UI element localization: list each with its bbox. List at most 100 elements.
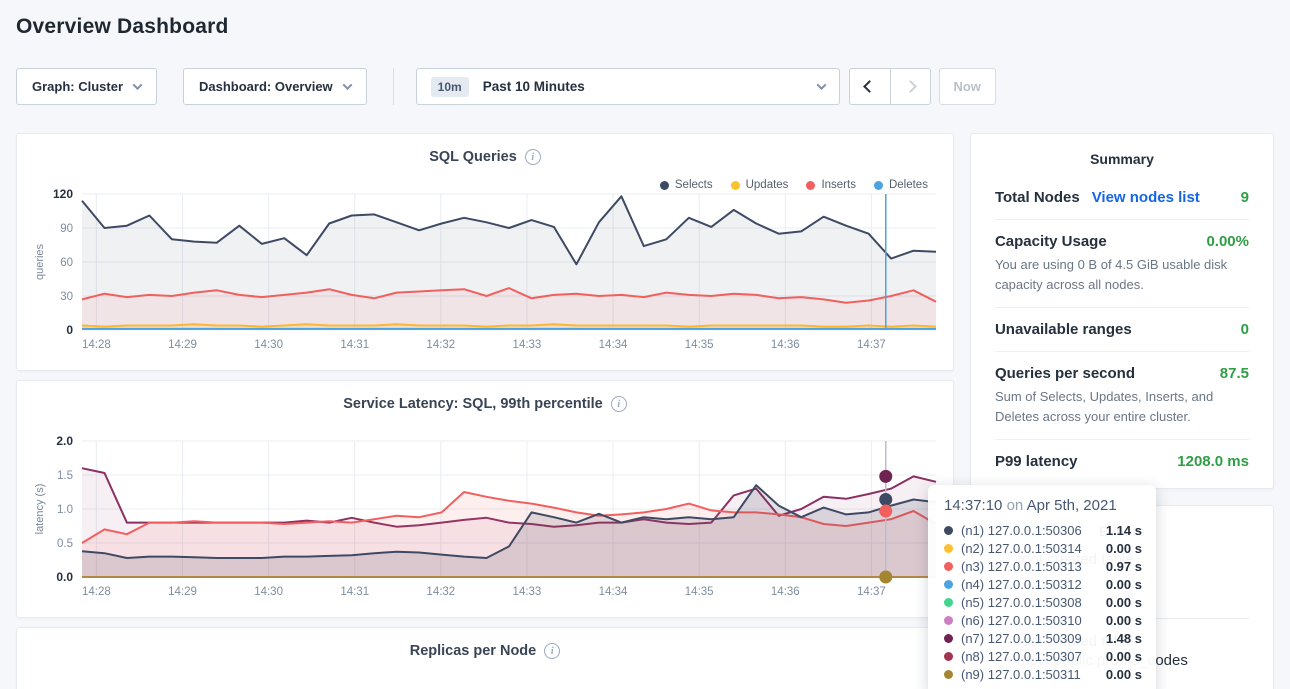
- view-nodes-list-link[interactable]: View nodes list: [1092, 189, 1200, 206]
- summary-title: Summary: [995, 134, 1249, 167]
- node-color-dot-icon: [944, 544, 953, 553]
- summary-qps: Queries per second 87.5 Sum of Selects, …: [995, 351, 1249, 439]
- tooltip-node-row: (n5) 127.0.0.1:503080.00 s: [944, 593, 1142, 611]
- p99-latency-label: P99 latency: [995, 453, 1078, 470]
- tooltip-node-row: (n7) 127.0.0.1:503091.48 s: [944, 629, 1142, 647]
- info-icon[interactable]: i: [525, 149, 541, 165]
- node-latency-value: 0.00 s: [1106, 667, 1142, 682]
- svg-text:14:28: 14:28: [82, 339, 111, 351]
- svg-text:2.0: 2.0: [56, 434, 73, 448]
- chevron-down-icon: [816, 80, 826, 90]
- svg-text:120: 120: [53, 187, 73, 201]
- node-address: (n4) 127.0.0.1:50312: [961, 577, 1082, 592]
- graph-dropdown-label: Graph: Cluster: [32, 79, 123, 94]
- svg-text:14:35: 14:35: [685, 586, 714, 598]
- svg-text:14:32: 14:32: [426, 339, 455, 351]
- summary-panel: Summary Total Nodes View nodes list 9 Ca…: [970, 133, 1274, 489]
- qps-value: 87.5: [1220, 365, 1249, 382]
- svg-text:14:31: 14:31: [340, 339, 369, 351]
- service-latency-title: Service Latency: SQL, 99th percentile: [343, 396, 603, 412]
- tooltip-node-row: (n9) 127.0.0.1:50311 0.00 s: [944, 665, 1142, 683]
- service-latency-title-row: Service Latency: SQL, 99th percentile i: [17, 381, 953, 412]
- now-button[interactable]: Now: [939, 68, 996, 105]
- chevron-down-icon: [342, 80, 352, 90]
- svg-text:14:32: 14:32: [426, 586, 455, 598]
- svg-text:30: 30: [60, 291, 73, 303]
- replicas-per-node-panel: Replicas per Node i: [16, 627, 954, 689]
- node-color-dot-icon: [944, 580, 953, 589]
- svg-text:60: 60: [60, 257, 73, 269]
- node-color-dot-icon: [944, 598, 953, 607]
- svg-text:14:29: 14:29: [168, 586, 197, 598]
- svg-text:latency (s): latency (s): [34, 484, 46, 535]
- node-latency-value: 0.97 s: [1106, 559, 1142, 574]
- service-latency-panel: Service Latency: SQL, 99th percentile i …: [16, 380, 954, 618]
- tooltip-node-row: (n3) 127.0.0.1:50313 0.97 s: [944, 557, 1142, 575]
- time-step-buttons: [849, 68, 931, 105]
- time-range-label: Past 10 Minutes: [483, 79, 585, 94]
- svg-text:1.5: 1.5: [57, 470, 73, 482]
- node-address: (n9) 127.0.0.1:50311: [961, 667, 1081, 682]
- node-address: (n6) 127.0.0.1:50310: [961, 613, 1082, 628]
- sql-queries-panel: SQL Queries i SelectsUpdatesInsertsDelet…: [16, 133, 954, 371]
- capacity-usage-value: 0.00%: [1206, 233, 1249, 250]
- svg-text:14:33: 14:33: [513, 586, 542, 598]
- unavailable-ranges-value: 0: [1241, 321, 1249, 338]
- qps-label: Queries per second: [995, 365, 1135, 382]
- sql-queries-chart[interactable]: 030609012014:2814:2914:3014:3114:3214:33…: [29, 184, 949, 358]
- node-latency-value: 1.14 s: [1106, 523, 1142, 538]
- svg-text:14:34: 14:34: [599, 586, 628, 598]
- time-range-picker[interactable]: 10m Past 10 Minutes: [416, 68, 840, 105]
- chevron-left-icon: [863, 80, 876, 93]
- replicas-title: Replicas per Node: [410, 643, 537, 659]
- chart-hover-tooltip: 14:37:10 on Apr 5th, 2021 (n1) 127.0.0.1…: [928, 485, 1156, 689]
- capacity-usage-label: Capacity Usage: [995, 233, 1107, 250]
- svg-text:14:37: 14:37: [857, 586, 886, 598]
- page-title: Overview Dashboard: [16, 15, 1274, 39]
- node-color-dot-icon: [944, 670, 953, 679]
- node-address: (n1) 127.0.0.1:50306: [961, 523, 1082, 538]
- total-nodes-value: 9: [1241, 189, 1249, 206]
- node-latency-value: 0.00 s: [1106, 595, 1142, 610]
- svg-text:14:28: 14:28: [82, 586, 111, 598]
- service-latency-chart[interactable]: 0.00.51.01.52.014:2814:2914:3014:3114:32…: [29, 431, 949, 605]
- svg-text:0.0: 0.0: [56, 570, 73, 584]
- node-color-dot-icon: [944, 616, 953, 625]
- info-icon[interactable]: i: [611, 396, 627, 412]
- controls-bar: Graph: Cluster Dashboard: Overview 10m P…: [16, 68, 1274, 105]
- svg-text:14:36: 14:36: [771, 339, 800, 351]
- svg-text:14:31: 14:31: [340, 586, 369, 598]
- tooltip-rows: (n1) 127.0.0.1:503061.14 s(n2) 127.0.0.1…: [944, 521, 1142, 683]
- p99-latency-value: 1208.0 ms: [1177, 453, 1249, 470]
- node-address: (n8) 127.0.0.1:50307: [961, 649, 1082, 664]
- node-color-dot-icon: [944, 526, 953, 535]
- summary-total-nodes: Total Nodes View nodes list 9: [995, 176, 1249, 219]
- qps-subtext: Sum of Selects, Updates, Inserts, and De…: [995, 387, 1245, 426]
- node-color-dot-icon: [944, 562, 953, 571]
- charts-column: SQL Queries i SelectsUpdatesInsertsDelet…: [16, 133, 954, 689]
- tooltip-timestamp: 14:37:10 on Apr 5th, 2021: [944, 497, 1142, 514]
- summary-p99-latency: P99 latency 1208.0 ms: [995, 439, 1249, 483]
- node-address: (n3) 127.0.0.1:50313: [961, 559, 1082, 574]
- node-color-dot-icon: [944, 652, 953, 661]
- time-next-button[interactable]: [890, 69, 930, 104]
- sql-queries-title-row: SQL Queries i: [17, 134, 953, 165]
- info-icon[interactable]: i: [544, 643, 560, 659]
- svg-text:14:30: 14:30: [254, 586, 283, 598]
- time-prev-button[interactable]: [850, 69, 890, 104]
- svg-text:1.0: 1.0: [57, 504, 73, 516]
- svg-text:14:37: 14:37: [857, 339, 886, 351]
- node-latency-value: 0.00 s: [1106, 613, 1142, 628]
- divider: [393, 68, 394, 105]
- svg-text:14:30: 14:30: [254, 339, 283, 351]
- graph-dropdown[interactable]: Graph: Cluster: [16, 68, 157, 105]
- dashboard-dropdown[interactable]: Dashboard: Overview: [183, 68, 367, 105]
- summary-unavailable-ranges: Unavailable ranges 0: [995, 307, 1249, 351]
- svg-text:14:29: 14:29: [168, 339, 197, 351]
- tooltip-node-row: (n8) 127.0.0.1:50307 0.00 s: [944, 647, 1142, 665]
- sql-queries-title: SQL Queries: [429, 149, 517, 165]
- unavailable-ranges-label: Unavailable ranges: [995, 321, 1132, 338]
- node-latency-value: 0.00 s: [1106, 649, 1142, 664]
- svg-text:0: 0: [66, 323, 73, 337]
- dashboard-dropdown-label: Dashboard: Overview: [199, 79, 333, 94]
